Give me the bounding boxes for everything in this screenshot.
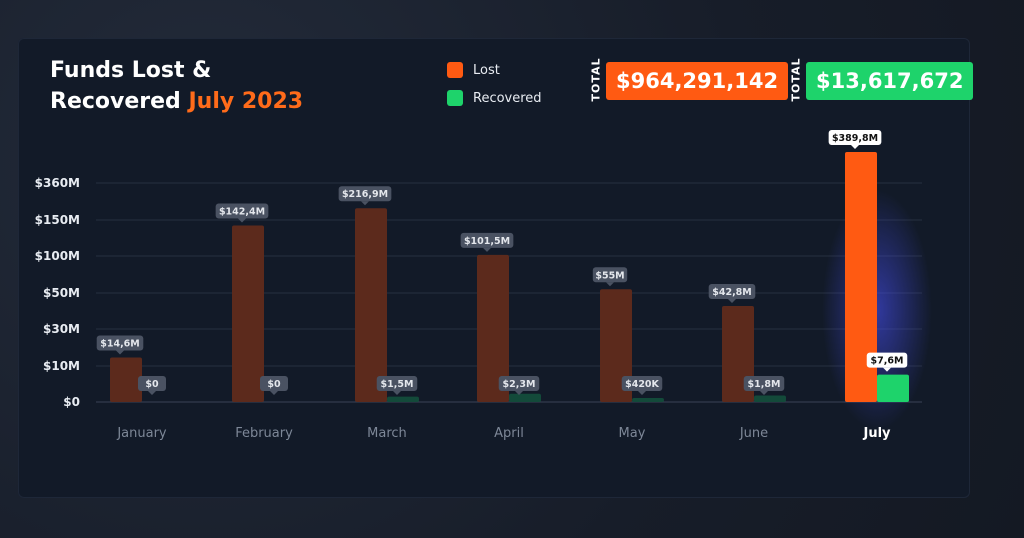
data-label-recovered: $0: [260, 376, 288, 395]
svg-text:$14,6M: $14,6M: [100, 338, 140, 349]
svg-text:$1,5M: $1,5M: [381, 379, 414, 390]
svg-text:$55M: $55M: [595, 270, 624, 281]
svg-text:$0: $0: [145, 379, 159, 390]
x-tick-label: May: [619, 426, 646, 441]
svg-text:$142,4M: $142,4M: [219, 206, 265, 217]
x-tick-label: June: [739, 426, 768, 441]
total-lost: TOTAL $964,291,142: [576, 57, 789, 101]
title-line1: Funds Lost &: [50, 58, 212, 83]
y-tick-label: $150M: [35, 213, 80, 227]
x-tick-label: March: [367, 426, 407, 441]
bar-lost-january[interactable]: [110, 357, 142, 402]
svg-text:$7,6M: $7,6M: [871, 356, 904, 367]
data-label-lost: $55M: [592, 267, 628, 287]
title-accent: July 2023: [188, 89, 304, 114]
data-label-recovered: $7,6M: [866, 352, 908, 372]
svg-text:$1,8M: $1,8M: [748, 379, 781, 390]
data-label-lost: $14,6M: [96, 335, 144, 355]
svg-text:$420K: $420K: [625, 379, 659, 390]
data-label-lost: $101,5M: [460, 232, 514, 252]
svg-text:$216,9M: $216,9M: [342, 189, 388, 200]
total-recovered: TOTAL $13,617,672: [776, 57, 974, 101]
svg-text:$42,8M: $42,8M: [712, 287, 752, 298]
bar-recovered-april[interactable]: [509, 393, 541, 402]
bar-recovered-july[interactable]: [877, 374, 909, 402]
bar-lost-may[interactable]: [600, 289, 632, 402]
bar-lost-april[interactable]: [477, 254, 509, 402]
bar-recovered-march[interactable]: [387, 396, 419, 402]
x-tick-label: February: [235, 426, 293, 441]
chart-title: Funds Lost & Recovered July 2023: [50, 55, 303, 117]
data-label-recovered: $1,8M: [743, 376, 785, 395]
data-label-recovered: $1,5M: [376, 376, 418, 395]
data-label-lost: $389,8M: [828, 130, 882, 149]
legend-recovered: Recovered: [447, 90, 542, 106]
data-label-lost: $142,4M: [215, 203, 269, 223]
svg-text:$389,8M: $389,8M: [832, 133, 878, 144]
bar-recovered-may[interactable]: [632, 398, 664, 402]
bar-lost-february[interactable]: [232, 225, 264, 402]
legend-lost: Lost: [447, 62, 500, 78]
legend-recovered-label: Recovered: [473, 90, 542, 106]
data-label-lost: $216,9M: [338, 186, 392, 206]
svg-text:$0: $0: [267, 379, 281, 390]
data-label-recovered: $420K: [621, 376, 663, 395]
bar-lost-march[interactable]: [355, 208, 387, 402]
data-label-recovered: $0: [138, 376, 166, 395]
y-tick-label: $10M: [43, 359, 80, 373]
legend-lost-swatch: [447, 62, 463, 78]
bar-lost-july[interactable]: [845, 152, 877, 402]
bar-recovered-june[interactable]: [754, 395, 786, 402]
y-tick-label: $360M: [35, 176, 80, 190]
total-recovered-value: $13,617,672: [806, 62, 974, 100]
x-tick-label: January: [116, 426, 167, 441]
x-tick-label: July: [862, 426, 891, 441]
title-line2: Recovered: [50, 89, 181, 114]
svg-text:$101,5M: $101,5M: [464, 236, 510, 247]
y-tick-label: $0: [63, 395, 80, 409]
data-label-recovered: $2,3M: [498, 376, 540, 395]
y-tick-label: $30M: [43, 322, 80, 336]
data-label-lost: $42,8M: [708, 283, 756, 303]
total-lost-value: $964,291,142: [606, 62, 789, 100]
y-tick-label: $50M: [43, 286, 80, 300]
legend-recovered-swatch: [447, 90, 463, 106]
x-tick-label: April: [494, 426, 524, 441]
legend-lost-label: Lost: [473, 62, 500, 78]
y-tick-label: $100M: [35, 249, 80, 263]
svg-text:$2,3M: $2,3M: [503, 379, 536, 390]
